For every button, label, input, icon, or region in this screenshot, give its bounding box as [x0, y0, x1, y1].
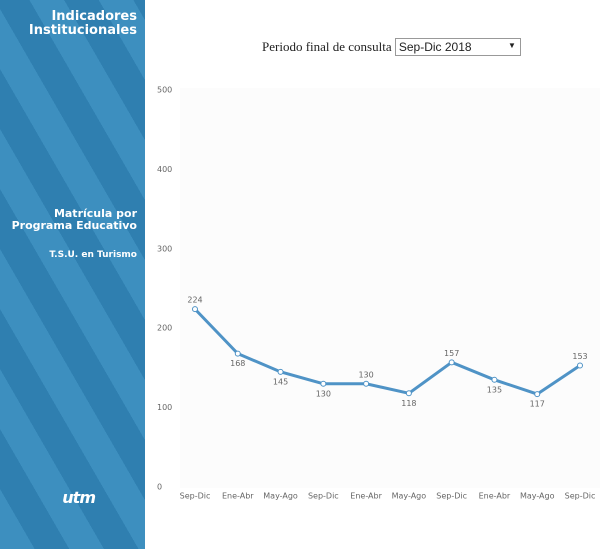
- point: [491, 376, 498, 383]
- point: [577, 362, 583, 369]
- x-tick-label: Ene-Abr: [479, 492, 511, 501]
- sidebar: Indicadores Institucionales Matrícula po…: [0, 0, 145, 549]
- filter: Periodo final de consulta Sep-Dic 2018 ▼: [262, 38, 521, 56]
- sidebar-title: Indicadores Institucionales: [28, 9, 137, 38]
- data-label: 130: [316, 389, 331, 398]
- y-tick-label: 200: [157, 324, 172, 333]
- y-tick-label: 100: [157, 403, 172, 412]
- filter-label: Periodo final de consulta: [262, 39, 392, 54]
- point: [363, 380, 370, 387]
- chart: 0 100 200 300 400 500 Sep-Dic Ene-Abr May-Ago Sep…: [157, 86, 600, 501]
- data-label: 153: [572, 352, 587, 361]
- select-arrow: ▼: [507, 41, 516, 50]
- data-label: 130: [358, 370, 373, 379]
- data-label: 224: [187, 296, 202, 305]
- point: [405, 390, 412, 397]
- point: [320, 380, 327, 387]
- series-line: [193, 308, 581, 396]
- point: [277, 368, 284, 375]
- data-label: 135: [487, 385, 502, 394]
- data-label: 168: [230, 359, 245, 368]
- plot-area: [180, 88, 600, 488]
- period-select[interactable]: Sep-Dic 2018 ▼: [394, 38, 521, 56]
- y-tick-label: 400: [157, 165, 172, 174]
- x-tick-label: May-Ago: [392, 492, 427, 501]
- select-value: Sep-Dic 2018: [398, 40, 472, 54]
- data-label: 157: [444, 349, 459, 358]
- x-tick-label: Sep-Dic: [436, 492, 467, 501]
- x-tick-label: May-Ago: [263, 492, 298, 501]
- point: [234, 350, 241, 357]
- point: [448, 359, 455, 366]
- y-tick-label: 500: [157, 86, 172, 95]
- data-label: 145: [273, 377, 288, 386]
- point: [534, 391, 541, 398]
- program-name: T.S.U. en Turismo: [49, 250, 137, 260]
- x-tick-label: Sep-Dic: [565, 492, 596, 501]
- y-tick-label: 0: [157, 483, 162, 492]
- data-label: 117: [530, 400, 545, 409]
- x-tick-label: Sep-Dic: [180, 492, 211, 501]
- y-tick-label: 300: [157, 244, 172, 253]
- x-tick-label: Sep-Dic: [308, 492, 339, 501]
- section-title: Matrícula por Programa Educativo: [11, 207, 137, 232]
- data-label: 118: [401, 399, 416, 408]
- point: [192, 306, 198, 313]
- x-tick-label: May-Ago: [520, 492, 555, 501]
- logo: utm: [62, 488, 96, 507]
- x-tick-label: Ene-Abr: [350, 492, 382, 501]
- x-tick-label: Ene-Abr: [222, 492, 254, 501]
